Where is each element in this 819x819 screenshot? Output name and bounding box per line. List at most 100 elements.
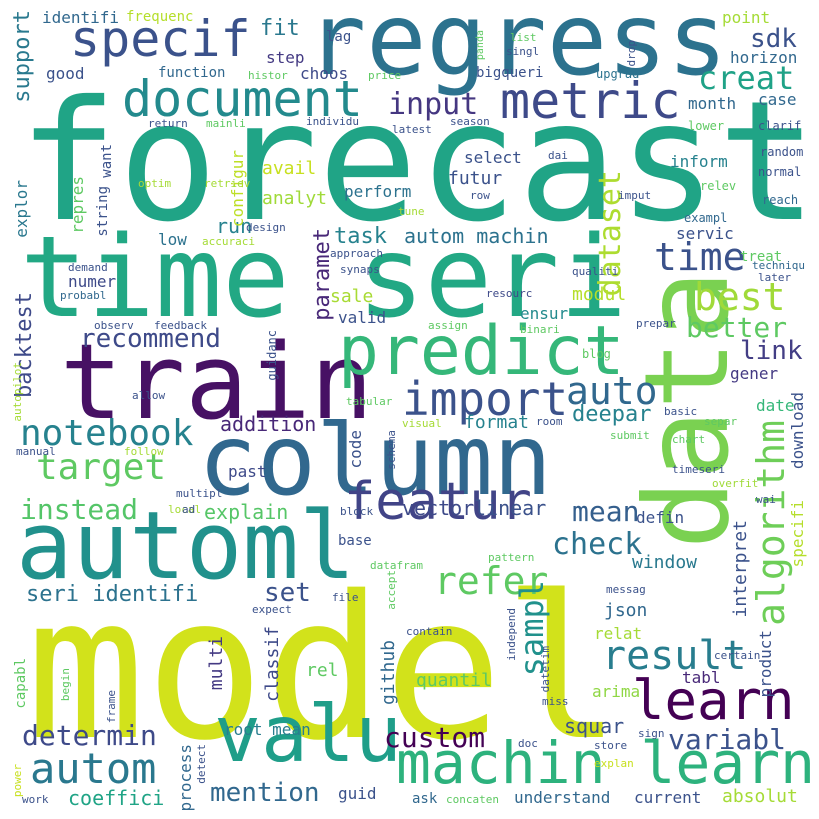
- word-bigqueri: bigqueri: [476, 65, 544, 81]
- word-result: result: [602, 633, 747, 679]
- word-forecast: forecast: [18, 66, 818, 259]
- word-interpret: interpret: [730, 520, 751, 618]
- word-tabular: tabular: [346, 395, 393, 408]
- word-frequenc: frequenc: [126, 9, 194, 25]
- word-pattern: pattern: [488, 551, 535, 564]
- word-machin-learn: machin learn: [396, 729, 816, 797]
- word-algorithm: algorithm: [749, 420, 793, 626]
- word-assign: assign: [428, 319, 468, 332]
- word-sale: sale: [330, 286, 374, 307]
- word-column: column: [198, 404, 553, 518]
- word-low: low: [158, 230, 187, 249]
- word-ensur: ensur: [520, 304, 569, 323]
- word-absolut: absolut: [722, 786, 798, 807]
- word-format: format: [464, 412, 530, 433]
- word-automl: automl: [16, 492, 356, 601]
- word-quantil: quantil: [416, 670, 492, 691]
- word-learn: learn: [632, 669, 795, 732]
- word-sdk: sdk: [750, 24, 797, 54]
- word-submit: submit: [610, 429, 650, 442]
- word-chart: chart: [672, 433, 706, 446]
- word-upgrad: upgrad: [596, 67, 640, 81]
- word-probabl: probabl: [60, 289, 107, 302]
- word-model: model: [26, 553, 623, 784]
- word-multi: multi: [206, 636, 227, 691]
- word-tabl: tabl: [682, 668, 721, 687]
- word-demand: demand: [68, 261, 108, 274]
- word-relat: relat: [594, 624, 643, 643]
- word-concaten: concaten: [446, 793, 499, 806]
- word-predict: predict: [338, 312, 625, 391]
- word-function: function: [158, 65, 226, 81]
- word-local: local: [168, 503, 202, 516]
- word-treat: treat: [740, 249, 783, 265]
- word-approach: approach: [330, 247, 383, 260]
- word-mainli: mainli: [206, 117, 246, 130]
- word-basic: basic: [664, 405, 698, 418]
- word-begin: begin: [59, 668, 72, 702]
- word-row: row: [470, 189, 490, 202]
- word-frame: frame: [105, 690, 118, 724]
- word-autom-machin: autom machin: [404, 224, 549, 248]
- word-certain: certain: [714, 649, 761, 662]
- word-clarif: clarif: [758, 119, 802, 133]
- word-inform: inform: [670, 152, 728, 171]
- word-drop: drop: [625, 40, 638, 67]
- word-repres: repres: [68, 176, 87, 234]
- word-contain: contain: [406, 625, 453, 638]
- word-messag: messag: [606, 583, 646, 596]
- word-manual: manual: [16, 445, 56, 458]
- word-variabl: variabl: [668, 723, 787, 756]
- word-lag: lag: [326, 29, 352, 45]
- word-guid: guid: [338, 784, 377, 803]
- word-step: step: [266, 48, 305, 67]
- word-autom: autom: [30, 744, 157, 793]
- word-auto: auto: [566, 369, 658, 413]
- word-input: input: [388, 87, 479, 122]
- word-recommend: recommend: [80, 324, 221, 354]
- word-choos: choos: [300, 64, 349, 83]
- word-later: later: [758, 271, 792, 284]
- word-doc: doc: [518, 737, 538, 750]
- word-accept: accept: [385, 570, 398, 610]
- word-list: list: [510, 31, 537, 44]
- word-multipl: multipl: [176, 487, 223, 500]
- word-lower: lower: [688, 119, 725, 133]
- word-prepar: prepar: [636, 317, 676, 330]
- word-understand: understand: [514, 788, 611, 807]
- word-squar: squar: [564, 714, 625, 738]
- word-work: work: [22, 793, 49, 806]
- word-follow: follow: [124, 445, 164, 458]
- word-deepar: deepar: [572, 402, 652, 427]
- word-visual: visual: [402, 417, 442, 430]
- word-select: select: [464, 148, 522, 167]
- word-relev: relev: [700, 179, 737, 193]
- word-design: design: [246, 221, 286, 234]
- word-identifi: identifi: [42, 8, 120, 27]
- word-explan: explan: [594, 757, 634, 770]
- word-document: document: [122, 70, 363, 128]
- word-miss: miss: [542, 695, 569, 708]
- word-room: room: [536, 415, 563, 428]
- word-schema: schema: [385, 430, 398, 470]
- word-best: best: [694, 275, 786, 319]
- word-check: check: [552, 527, 643, 562]
- word-link: link: [740, 336, 803, 366]
- word-window: window: [632, 552, 698, 573]
- word-valu: valu: [214, 690, 402, 780]
- word-block: block: [340, 505, 374, 518]
- word-analyt: analyt: [262, 188, 328, 209]
- word-linear: linear: [474, 496, 547, 520]
- word-string: string: [95, 186, 111, 237]
- word-independ: independ: [505, 608, 518, 661]
- word-time-seri: time seri: [20, 213, 627, 343]
- word-store: store: [594, 739, 628, 752]
- word-individu: individu: [306, 115, 359, 128]
- word-detect: detect: [195, 744, 208, 784]
- word-servic: servic: [676, 224, 734, 243]
- word-run: run: [216, 214, 253, 238]
- word-price: price: [368, 69, 402, 82]
- word-date: date: [756, 396, 795, 415]
- word-latest: latest: [392, 123, 432, 136]
- word-process: process: [176, 744, 195, 812]
